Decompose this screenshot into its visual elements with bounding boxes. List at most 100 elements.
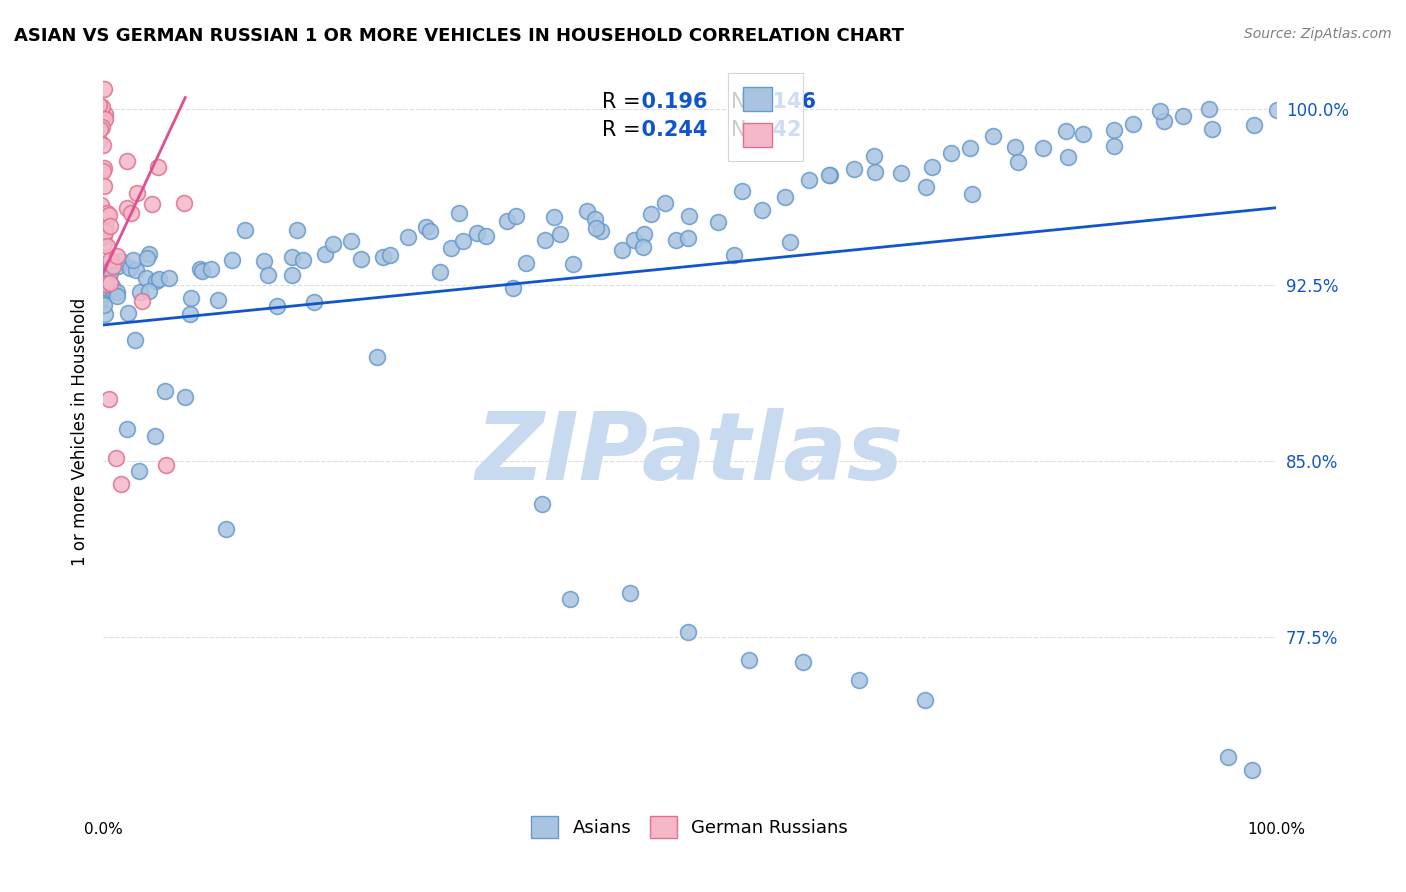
Point xyxy=(560,592,582,607)
Point xyxy=(89,134,111,148)
Point xyxy=(91,164,114,178)
Point xyxy=(1216,749,1239,764)
Point xyxy=(120,205,142,219)
Point xyxy=(1102,123,1125,137)
Point xyxy=(1102,139,1125,153)
Point xyxy=(775,189,797,203)
Point xyxy=(91,108,114,122)
Point xyxy=(322,236,344,251)
Point xyxy=(93,282,115,296)
Point xyxy=(340,234,363,248)
Point xyxy=(91,120,114,135)
Point xyxy=(110,254,132,268)
Point xyxy=(105,289,128,303)
Point xyxy=(633,227,655,241)
Point xyxy=(475,229,498,244)
Point xyxy=(1054,124,1077,138)
Point xyxy=(101,282,124,296)
Point xyxy=(591,224,613,238)
Point xyxy=(155,458,177,473)
Point xyxy=(396,230,419,244)
Point xyxy=(115,201,138,215)
Point xyxy=(131,294,153,309)
Point xyxy=(93,235,115,250)
Point xyxy=(1201,122,1223,136)
Point xyxy=(505,209,527,223)
Point xyxy=(1056,150,1078,164)
Point xyxy=(981,129,1004,144)
Point xyxy=(1240,763,1263,777)
Point xyxy=(115,422,138,436)
Point xyxy=(447,206,470,220)
Point xyxy=(138,284,160,298)
Point xyxy=(91,137,114,152)
Point xyxy=(98,252,121,267)
Point xyxy=(138,247,160,261)
Point xyxy=(143,429,166,443)
Point xyxy=(960,187,983,202)
Point xyxy=(1032,141,1054,155)
Point xyxy=(654,195,676,210)
Point xyxy=(378,248,401,262)
Point xyxy=(98,282,121,296)
Point xyxy=(1198,102,1220,116)
Point xyxy=(105,285,128,299)
Point xyxy=(1171,109,1194,123)
Point xyxy=(631,240,654,254)
Point xyxy=(502,281,524,295)
Point xyxy=(373,250,395,264)
Point xyxy=(93,82,115,96)
Point xyxy=(90,263,112,277)
Point xyxy=(543,210,565,224)
Text: N =: N = xyxy=(731,92,778,112)
Point xyxy=(136,251,159,265)
Point xyxy=(155,384,177,399)
Point xyxy=(914,693,936,707)
Point xyxy=(751,202,773,217)
Point xyxy=(93,161,115,175)
Point xyxy=(98,276,121,290)
Point xyxy=(97,268,120,283)
Point xyxy=(93,298,115,312)
Point xyxy=(90,198,112,212)
Point xyxy=(676,231,699,245)
Point xyxy=(157,271,180,285)
Point xyxy=(792,655,814,669)
Point xyxy=(93,307,115,321)
Point xyxy=(779,235,801,249)
Point xyxy=(419,224,441,238)
Point xyxy=(191,264,214,278)
Point xyxy=(221,252,243,267)
Point xyxy=(91,100,114,114)
Point xyxy=(1149,103,1171,118)
Point xyxy=(101,259,124,273)
Point xyxy=(180,291,202,305)
Point xyxy=(125,263,148,277)
Point xyxy=(122,253,145,268)
Point xyxy=(302,295,325,310)
Point xyxy=(145,274,167,288)
Text: 42: 42 xyxy=(758,120,801,140)
Point xyxy=(292,252,315,267)
Point xyxy=(610,243,633,257)
Point xyxy=(207,293,229,308)
Point xyxy=(115,154,138,169)
Point xyxy=(440,241,463,255)
Point xyxy=(127,186,149,200)
Point xyxy=(173,390,195,404)
Point xyxy=(107,259,129,273)
Text: Source: ZipAtlas.com: Source: ZipAtlas.com xyxy=(1244,27,1392,41)
Text: R =: R = xyxy=(602,92,647,112)
Point xyxy=(89,275,111,289)
Point xyxy=(1153,114,1175,128)
Point xyxy=(128,465,150,479)
Point xyxy=(93,112,115,127)
Point xyxy=(110,477,132,491)
Point xyxy=(89,121,111,136)
Text: 0.196: 0.196 xyxy=(627,92,709,112)
Point xyxy=(415,219,437,234)
Point xyxy=(515,256,537,270)
Point xyxy=(90,292,112,306)
Point xyxy=(215,522,238,536)
Point xyxy=(848,673,870,687)
